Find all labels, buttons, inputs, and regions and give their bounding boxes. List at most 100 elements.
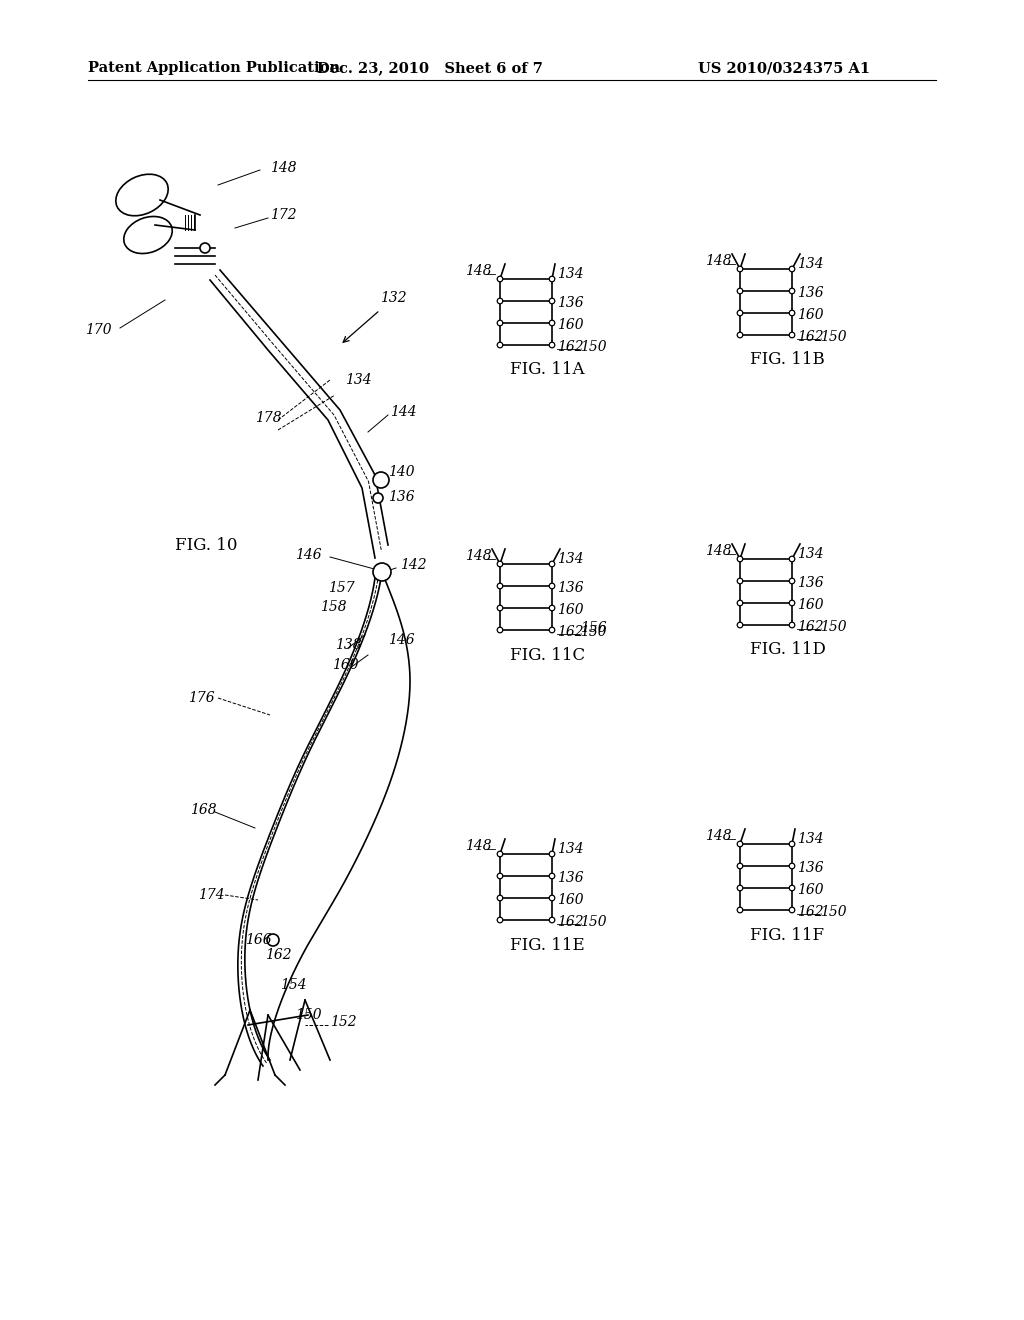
Circle shape <box>549 342 555 347</box>
Circle shape <box>549 627 555 632</box>
Circle shape <box>790 267 795 272</box>
Circle shape <box>498 627 503 632</box>
Text: 144: 144 <box>390 405 417 418</box>
Circle shape <box>373 473 389 488</box>
Text: 132: 132 <box>380 290 407 305</box>
Text: 172: 172 <box>270 209 297 222</box>
Text: 134: 134 <box>797 257 823 271</box>
Circle shape <box>498 874 503 879</box>
Text: 160: 160 <box>332 657 358 672</box>
Text: 148: 148 <box>465 264 492 279</box>
Circle shape <box>790 841 795 847</box>
Text: 168: 168 <box>190 803 217 817</box>
Circle shape <box>737 907 742 913</box>
Text: 136: 136 <box>797 576 823 590</box>
Text: 160: 160 <box>557 603 584 616</box>
Circle shape <box>549 917 555 923</box>
Text: 162: 162 <box>557 915 584 929</box>
Circle shape <box>549 561 555 566</box>
Text: 146: 146 <box>295 548 322 562</box>
Circle shape <box>737 601 742 606</box>
Circle shape <box>549 605 555 611</box>
Circle shape <box>498 276 503 281</box>
Circle shape <box>737 886 742 891</box>
Text: 160: 160 <box>557 318 584 333</box>
Circle shape <box>498 561 503 566</box>
Text: 148: 148 <box>465 840 492 853</box>
Text: 162: 162 <box>797 906 823 919</box>
Text: 148: 148 <box>705 829 731 843</box>
Text: 178: 178 <box>255 411 282 425</box>
Text: 162: 162 <box>557 341 584 354</box>
Text: 150: 150 <box>820 330 847 345</box>
Text: 146: 146 <box>388 634 415 647</box>
Text: 162: 162 <box>557 624 584 639</box>
Text: 148: 148 <box>465 549 492 564</box>
Text: FIG. 11B: FIG. 11B <box>750 351 824 368</box>
Text: 160: 160 <box>797 598 823 612</box>
Circle shape <box>790 333 795 338</box>
Circle shape <box>790 622 795 628</box>
Text: 156: 156 <box>580 620 606 635</box>
Circle shape <box>267 935 279 946</box>
Text: 154: 154 <box>280 978 306 993</box>
Text: 134: 134 <box>557 552 584 566</box>
Circle shape <box>549 851 555 857</box>
Text: FIG. 11A: FIG. 11A <box>510 362 585 379</box>
Text: 136: 136 <box>388 490 415 504</box>
Circle shape <box>790 601 795 606</box>
Circle shape <box>737 267 742 272</box>
Circle shape <box>790 288 795 294</box>
Text: 150: 150 <box>580 341 606 354</box>
Circle shape <box>737 310 742 315</box>
Circle shape <box>549 321 555 326</box>
Text: 170: 170 <box>85 323 112 337</box>
Text: Dec. 23, 2010   Sheet 6 of 7: Dec. 23, 2010 Sheet 6 of 7 <box>317 61 543 75</box>
Text: 134: 134 <box>797 546 823 561</box>
Text: 152: 152 <box>330 1015 356 1030</box>
Text: 174: 174 <box>198 888 224 902</box>
Text: 150: 150 <box>580 624 606 639</box>
Circle shape <box>790 578 795 583</box>
Circle shape <box>498 917 503 923</box>
Circle shape <box>790 556 795 562</box>
Circle shape <box>373 492 383 503</box>
Text: 134: 134 <box>557 267 584 281</box>
Circle shape <box>549 874 555 879</box>
Text: 160: 160 <box>797 308 823 322</box>
Text: FIG. 11E: FIG. 11E <box>510 936 585 953</box>
Circle shape <box>737 622 742 628</box>
Circle shape <box>737 863 742 869</box>
Text: 134: 134 <box>557 842 584 855</box>
Text: 134: 134 <box>797 832 823 846</box>
Text: 150: 150 <box>820 906 847 919</box>
Text: 176: 176 <box>188 690 215 705</box>
Circle shape <box>549 895 555 900</box>
Circle shape <box>498 605 503 611</box>
Text: US 2010/0324375 A1: US 2010/0324375 A1 <box>698 61 870 75</box>
Text: 136: 136 <box>557 871 584 884</box>
Text: 150: 150 <box>820 620 847 634</box>
Circle shape <box>737 288 742 294</box>
Circle shape <box>498 342 503 347</box>
Text: 136: 136 <box>557 581 584 595</box>
Circle shape <box>373 564 391 581</box>
Circle shape <box>549 298 555 304</box>
Circle shape <box>549 276 555 281</box>
Text: 166: 166 <box>245 933 271 946</box>
Circle shape <box>498 895 503 900</box>
Text: Patent Application Publication: Patent Application Publication <box>88 61 340 75</box>
Text: 148: 148 <box>705 544 731 558</box>
Text: 140: 140 <box>388 465 415 479</box>
Text: 142: 142 <box>400 558 427 572</box>
Text: 148: 148 <box>270 161 297 176</box>
Circle shape <box>737 556 742 562</box>
Circle shape <box>498 851 503 857</box>
Text: 136: 136 <box>797 861 823 875</box>
Text: 136: 136 <box>797 286 823 300</box>
Text: FIG. 10: FIG. 10 <box>175 536 238 553</box>
Circle shape <box>737 578 742 583</box>
Text: 150: 150 <box>580 915 606 929</box>
Text: 138: 138 <box>335 638 361 652</box>
Text: FIG. 11F: FIG. 11F <box>750 927 824 944</box>
